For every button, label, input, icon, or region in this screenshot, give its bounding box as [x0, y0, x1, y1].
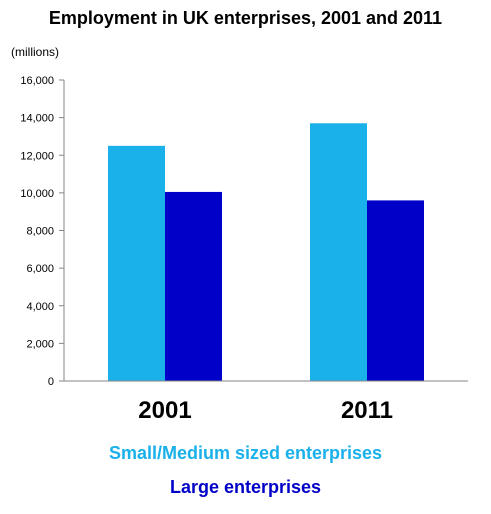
chart-title: Employment in UK enterprises, 2001 and 2…	[48, 8, 443, 28]
x-tick-label: 2011	[341, 397, 393, 424]
legend-large: Large enterprises	[169, 477, 322, 497]
y-tick-label: 16,000	[20, 75, 54, 87]
bar-2001-large	[165, 191, 222, 381]
bar-2011-small-medium	[310, 123, 367, 382]
legend-small-medium: Small/Medium sized enterprises	[108, 443, 383, 463]
x-tick-label: 2001	[138, 397, 191, 424]
y-tick-label: 4,000	[26, 301, 54, 313]
y-tick-label: 8,000	[26, 226, 54, 238]
y-tick-label: 12,000	[20, 150, 54, 162]
y-tick-label: 6,000	[26, 263, 54, 275]
y-tick-label: 2,000	[26, 338, 54, 350]
y-tick-label: 10,000	[20, 188, 54, 200]
y-axis-unit-label: (millions)	[11, 45, 59, 59]
y-tick-label: 0	[48, 376, 54, 388]
y-tick-label: 14,000	[20, 113, 54, 125]
bar-2001-small-medium	[108, 145, 165, 381]
bar-2011-large	[367, 200, 424, 381]
bar-chart: 0 2,000 4,000 6,000 8,000 10,000 12,000 14,000 1…	[20, 75, 468, 424]
